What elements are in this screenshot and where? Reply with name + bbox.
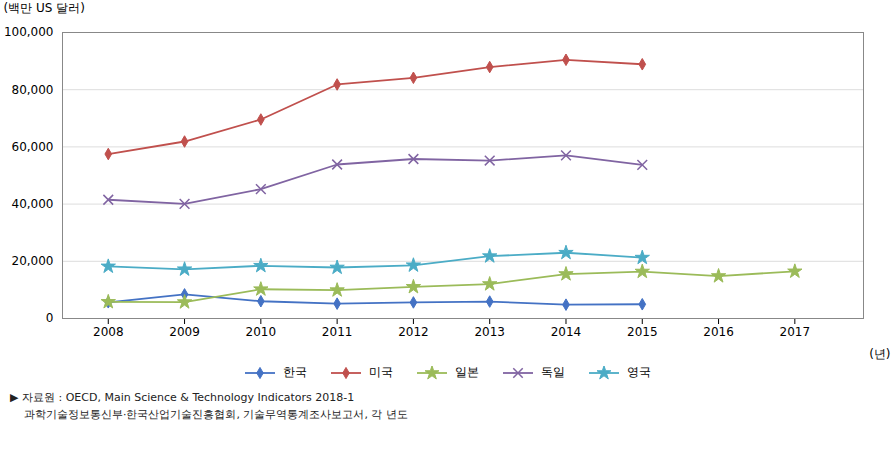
svg-text:2014: 2014 [551,325,582,339]
svg-text:80,000: 80,000 [12,83,54,97]
html-text:일본: 일본 [454,365,479,379]
svg-text:2016: 2016 [703,325,734,339]
html-text:독일: 독일 [540,365,565,379]
svg-text:2013: 2013 [474,325,505,339]
svg-text:2011: 2011 [322,325,353,339]
svg-text:(백만 US 달러): (백만 US 달러) [4,1,85,15]
svg-text:60,000: 60,000 [12,140,54,154]
svg-text:2008: 2008 [93,325,124,339]
svg-text:2010: 2010 [246,325,277,339]
svg-text:2009: 2009 [169,325,200,339]
svg-text:20,000: 20,000 [12,254,54,268]
svg-text:2017: 2017 [780,325,811,339]
svg-text:(년): (년) [869,347,890,361]
svg-text:2015: 2015 [627,325,658,339]
html-text:미국: 미국 [368,365,393,379]
html-text:영국: 영국 [626,365,651,379]
html-text:한국: 한국 [282,365,307,379]
svg-text:40,000: 40,000 [12,197,54,211]
html-text:과학기술정보통신부·한국산업기술진흥협회, 기술무역통계조사: 과학기술정보통신부·한국산업기술진흥협회, 기술무역통계조사보고서, 각 년도 [10,408,408,421]
svg-text:0: 0 [46,311,54,325]
html-text:▶ 자료원 : OECD, Main Science & T: ▶ 자료원 : OECD, Main Science & Technology … [10,391,355,404]
svg-text:100,000: 100,000 [4,25,54,39]
svg-text:2012: 2012 [398,325,429,339]
